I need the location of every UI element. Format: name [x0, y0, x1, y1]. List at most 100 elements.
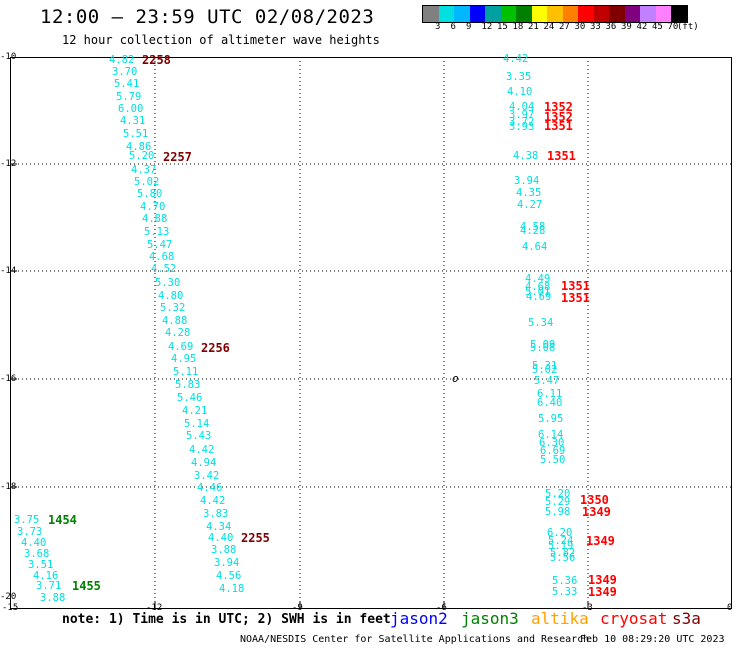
x-tick-label: -3 [582, 603, 593, 613]
wave-height-value: 5.32 [160, 302, 186, 314]
wave-height-value: 5.41 [114, 78, 140, 90]
wave-height-value: 4.42 [189, 444, 215, 456]
legend-jason2: jason2 [390, 609, 448, 628]
wave-height-value: 5.31 [532, 360, 558, 372]
y-tick-label: -20 [0, 592, 17, 602]
wave-height-value: 4.82 [109, 54, 135, 66]
x-tick-label: -6 [436, 603, 447, 613]
footnote: note: 1) Time is in UTC; 2) SWH is in fe… [62, 612, 391, 627]
wave-height-value: 6.00 [118, 103, 144, 115]
color-scale-label: 70 [667, 22, 679, 32]
pass-label: 1351 [547, 149, 576, 163]
wave-height-value: 3.70 [112, 66, 138, 78]
legend-altika: altika [531, 609, 589, 628]
pass-label: 1352 [544, 110, 573, 124]
wave-height-value: 4.21 [182, 405, 208, 417]
color-swatch [562, 6, 578, 22]
wave-height-value: 3.51 [28, 559, 54, 571]
y-tick-label: -18 [0, 482, 17, 492]
color-scale-label: 45 [652, 22, 663, 32]
wave-height-value: 5.24 [548, 535, 574, 547]
wave-height-value: 3.94 [214, 557, 240, 569]
wave-height-value: 4.10 [507, 86, 533, 98]
color-scale-label: 9 [466, 22, 472, 32]
wave-height-value: 5.50 [540, 454, 566, 466]
pass-label: 1454 [48, 513, 77, 527]
color-scale-label: 18 [512, 22, 524, 32]
wave-height-value: 5.14 [184, 418, 210, 430]
wave-height-value: 5.82 [550, 547, 576, 559]
pass-label: 2257 [163, 150, 192, 164]
pass-label: 1351 [544, 119, 573, 133]
wave-height-value: 4.68 [525, 281, 551, 293]
wave-height-value: 5.79 [116, 91, 142, 103]
wave-height-value: 4.37 [131, 164, 157, 176]
wave-height-value: 4.27 [517, 199, 543, 211]
color-scale-label: 30 [574, 22, 586, 32]
wave-height-value: 5.83 [175, 379, 201, 391]
wave-height-value: 4.34 [206, 521, 232, 533]
wave-height-value: 3.75 [14, 514, 40, 526]
wave-height-value: 5.02 [134, 176, 160, 188]
color-scale-label: 12 [481, 22, 493, 32]
wave-height-value: 5.80 [137, 188, 163, 200]
credit-line: NOAA/NESDIS Center for Satellite Applica… [240, 634, 590, 645]
wave-height-value: 4.42 [503, 53, 529, 65]
wave-height-value: 4.28 [165, 327, 191, 339]
wave-height-value: 5.11 [173, 366, 199, 378]
color-scale-label: 24 [543, 22, 555, 32]
wave-height-value: 5.13 [144, 226, 170, 238]
wave-height-value: 4.35 [516, 187, 542, 199]
wave-height-value: 5.34 [528, 317, 554, 329]
color-swatch [655, 6, 671, 22]
tick-marks [10, 163, 589, 609]
wave-height-value: 4.46 [197, 482, 223, 494]
wave-height-value: 6.14 [538, 429, 564, 441]
wave-height-value: 4.04 [509, 101, 535, 113]
color-swatch [423, 6, 439, 22]
color-swatch [469, 6, 485, 22]
x-tick-label: -15 [2, 603, 19, 613]
wave-height-value: 3.94 [514, 175, 540, 187]
color-swatch [671, 6, 687, 22]
wave-height-value: 4.68 [149, 251, 175, 263]
wave-height-value: 3.71 [36, 580, 62, 592]
color-swatch [640, 6, 656, 22]
wave-height-value: 4.42 [200, 495, 226, 507]
generation-timestamp: Feb 10 08:29:20 UTC 2023 [580, 634, 725, 645]
wave-height-value: 4.49 [525, 273, 551, 285]
wave-height-value: 3.42 [194, 470, 220, 482]
y-tick-label: -12 [0, 159, 17, 169]
wave-height-value: 4.86 [126, 141, 152, 153]
wave-height-value: 4.38 [513, 150, 539, 162]
wave-height-value: 3.35 [506, 71, 532, 83]
y-tick-label: -14 [0, 266, 17, 276]
wave-height-value: 3.72 [509, 116, 535, 128]
wave-height-value: 6.20 [547, 527, 573, 539]
color-scale-label: 3 [435, 22, 441, 32]
wave-height-value: 4.56 [216, 570, 242, 582]
wave-height-value: 5.19 [548, 540, 574, 552]
wave-height-value: 5.08 [530, 342, 556, 354]
wave-height-value: 4.40 [21, 537, 47, 549]
wave-height-value: 5.29 [545, 496, 571, 508]
wave-height-value: 6.11 [537, 388, 563, 400]
color-swatch [609, 6, 625, 22]
color-scale-label: (ft) [677, 22, 699, 32]
wave-height-value: 3.83 [203, 508, 229, 520]
wave-height-value: 4.69 [526, 291, 552, 303]
color-scale-bar [422, 5, 688, 23]
pass-label: 2255 [241, 531, 270, 545]
pass-label: 1352 [544, 100, 573, 114]
wave-height-value: 4.95 [171, 353, 197, 365]
wave-height-value: 5.43 [186, 430, 212, 442]
color-swatch [547, 6, 563, 22]
wave-height-value: 6.40 [537, 397, 563, 409]
wave-height-value: 5.20 [129, 150, 155, 162]
wave-height-value: 4.28 [520, 225, 546, 237]
page-subtitle: 12 hour collection of altimeter wave hei… [62, 33, 380, 47]
wave-height-value: 4.69 [168, 341, 194, 353]
color-swatch [438, 6, 454, 22]
wave-height-value: 6.30 [539, 437, 565, 449]
wave-height-value: 5.36 [552, 575, 578, 587]
